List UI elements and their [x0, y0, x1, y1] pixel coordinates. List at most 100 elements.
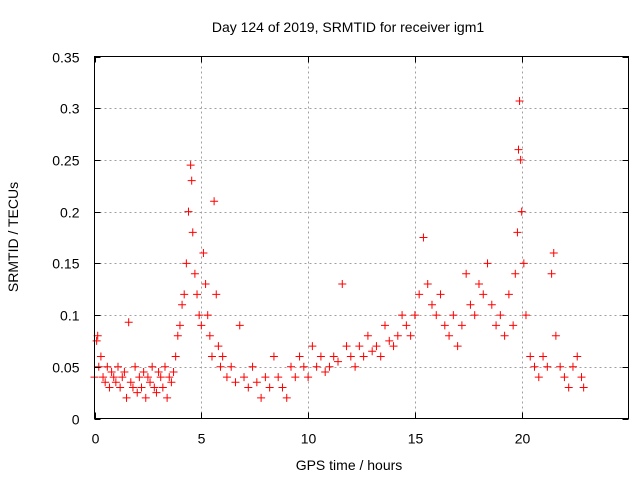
data-point: [329, 352, 338, 361]
data-point: [137, 383, 146, 392]
data-point: [376, 352, 385, 361]
data-point: [539, 352, 548, 361]
data-point: [178, 300, 187, 309]
data-point: [163, 393, 172, 402]
data-point: [187, 176, 196, 185]
data-point: [146, 378, 155, 387]
data-point: [235, 321, 244, 330]
data-point: [515, 96, 524, 105]
data-point: [205, 331, 214, 340]
data-point: [101, 378, 110, 387]
data-point: [231, 378, 240, 387]
data-point: [521, 311, 530, 320]
data-point: [308, 342, 317, 351]
data-point: [449, 311, 458, 320]
data-point: [551, 331, 560, 340]
data-point: [346, 352, 355, 361]
data-point: [312, 362, 321, 371]
data-point: [509, 321, 518, 330]
data-point: [543, 362, 552, 371]
data-point: [160, 362, 169, 371]
y-tick-label: 0.3: [60, 101, 80, 117]
data-point: [278, 383, 287, 392]
data-point: [560, 373, 569, 382]
data-point: [143, 373, 152, 382]
data-point: [218, 352, 227, 361]
x-tick-label: 15: [408, 431, 424, 447]
y-tick-label: 0: [72, 412, 80, 428]
y-tick-label: 0.2: [60, 205, 80, 221]
data-point: [158, 383, 167, 392]
data-point: [93, 331, 102, 340]
data-point: [514, 145, 523, 154]
data-point: [107, 367, 116, 376]
x-tick-label: 20: [515, 431, 531, 447]
data-point: [222, 373, 231, 382]
data-point: [402, 321, 411, 330]
data-point: [470, 311, 479, 320]
y-tick-label: 0.15: [52, 256, 79, 272]
data-point: [216, 362, 225, 371]
data-point: [549, 249, 558, 258]
data-point: [530, 362, 539, 371]
data-point: [427, 300, 436, 309]
data-point: [190, 269, 199, 278]
data-point: [175, 321, 184, 330]
data-point: [199, 249, 208, 258]
points-layer: [90, 96, 588, 402]
data-point: [195, 311, 204, 320]
data-point: [304, 373, 313, 382]
data-point: [372, 342, 381, 351]
data-point: [99, 373, 108, 382]
data-point: [355, 342, 364, 351]
data-point: [351, 362, 360, 371]
data-point: [432, 311, 441, 320]
data-point: [534, 373, 543, 382]
data-point: [487, 300, 496, 309]
y-tick-label: 0.25: [52, 153, 79, 169]
data-point: [207, 352, 216, 361]
data-point: [445, 331, 454, 340]
data-point: [261, 373, 270, 382]
data-point: [109, 373, 118, 382]
x-tick-label: 0: [92, 431, 100, 447]
data-point: [210, 197, 219, 206]
data-point: [440, 321, 449, 330]
data-point: [269, 352, 278, 361]
data-point: [240, 373, 249, 382]
data-point: [393, 331, 402, 340]
data-point: [517, 207, 526, 216]
data-point: [519, 259, 528, 268]
data-point: [248, 362, 257, 371]
data-point: [334, 357, 343, 366]
data-point: [547, 269, 556, 278]
data-point: [96, 352, 105, 361]
data-point: [564, 383, 573, 392]
data-point: [167, 378, 176, 387]
data-point: [526, 352, 535, 361]
data-point: [513, 228, 522, 237]
data-point: [504, 290, 513, 299]
y-tick-label: 0.35: [52, 50, 79, 66]
data-point: [436, 290, 445, 299]
data-point: [265, 383, 274, 392]
data-point: [338, 280, 347, 289]
data-point: [92, 336, 101, 345]
data-point: [287, 362, 296, 371]
data-point: [579, 383, 588, 392]
data-point: [212, 290, 221, 299]
data-point: [193, 290, 202, 299]
data-point: [342, 342, 351, 351]
data-point: [133, 388, 142, 397]
grid-layer: [94, 56, 629, 419]
data-point: [415, 290, 424, 299]
data-point: [466, 300, 475, 309]
data-point: [139, 367, 148, 376]
data-point: [252, 378, 261, 387]
data-point: [325, 362, 334, 371]
data-point: [120, 367, 129, 376]
data-point: [201, 280, 210, 289]
data-point: [116, 383, 125, 392]
data-point: [474, 280, 483, 289]
